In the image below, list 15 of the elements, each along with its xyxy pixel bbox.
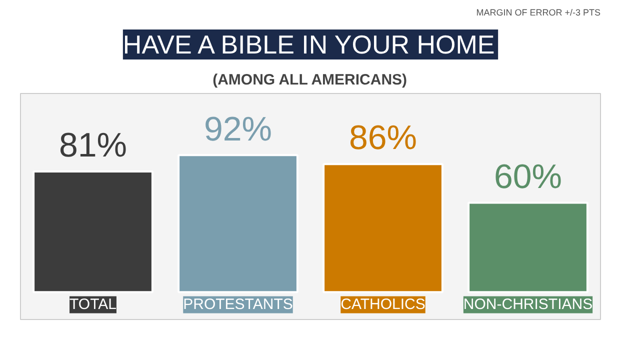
data-label: 86% <box>348 119 418 158</box>
text: MARGIN OF ERROR +/-3 PTS <box>476 8 600 18</box>
bar <box>32 170 154 294</box>
bar <box>178 154 298 294</box>
x-tick-label: TOTAL <box>70 296 116 314</box>
x-tick-label: PROTESTANTS <box>183 296 293 314</box>
x-tick-label: CATHOLICS <box>340 296 426 314</box>
data-label: 60% <box>494 158 562 196</box>
x-tick-label: NON-CHRISTIANS <box>463 296 593 314</box>
data-label: 92% <box>204 110 272 148</box>
bar <box>468 202 588 294</box>
bar <box>322 163 444 294</box>
chart-subtitle: (AMONG ALL AMERICANS) <box>212 72 408 88</box>
data-label: 81% <box>58 126 128 165</box>
chart-title: HAVE A BIBLE IN YOUR HOME <box>122 30 495 60</box>
